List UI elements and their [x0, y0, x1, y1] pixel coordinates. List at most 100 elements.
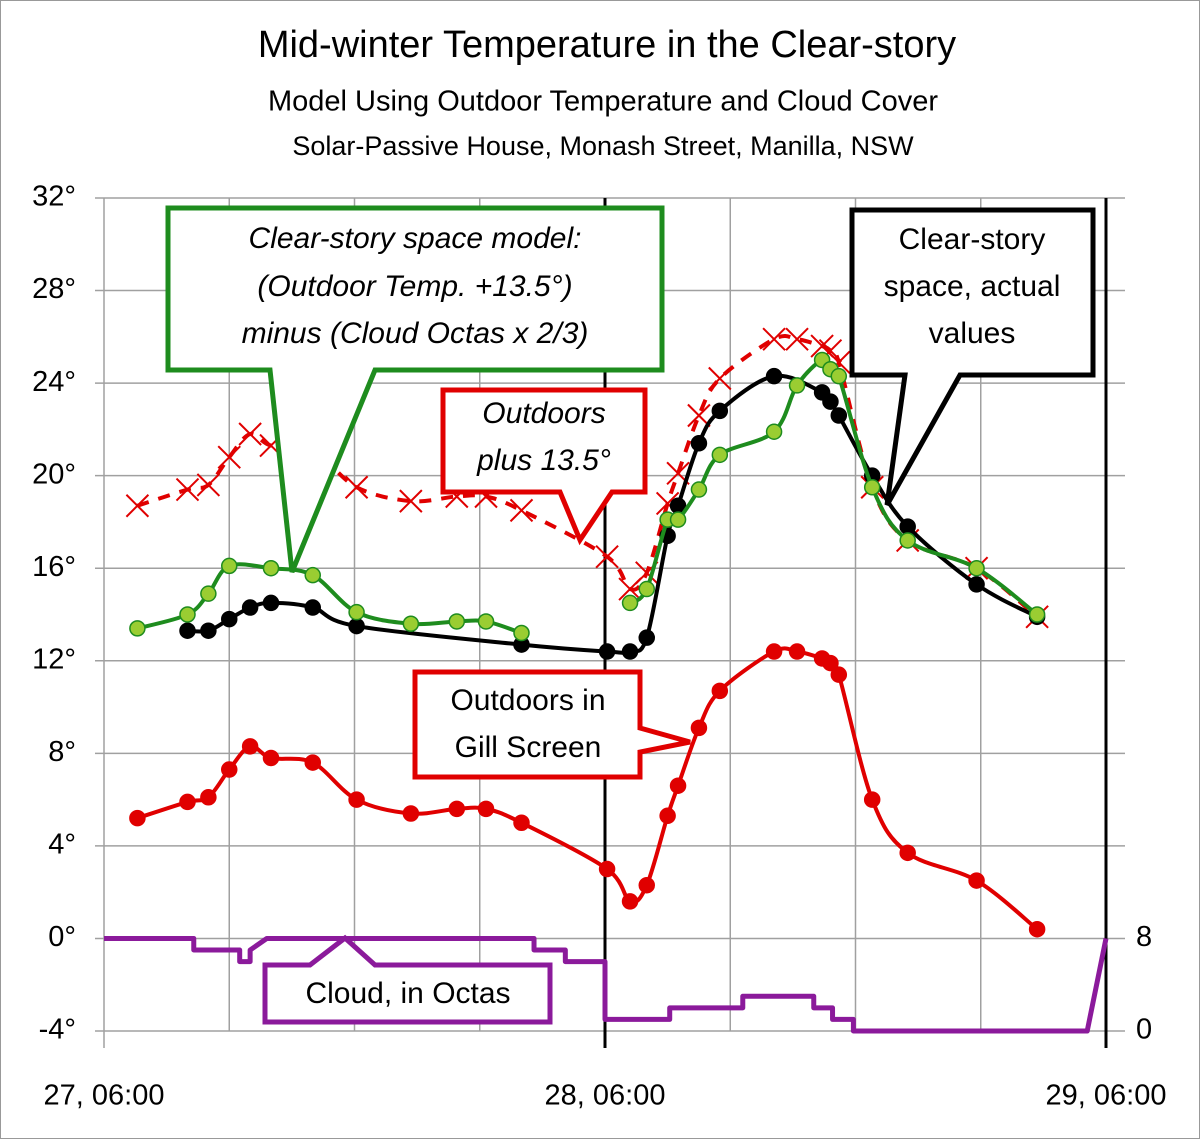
point: [765, 367, 783, 385]
point: [348, 603, 365, 621]
point: [221, 610, 238, 628]
point: [304, 566, 321, 584]
x-marker: [344, 475, 369, 499]
point: [968, 559, 985, 577]
annotation-text: space, actual: [884, 270, 1061, 303]
callout-box: [412, 669, 691, 780]
point: [402, 615, 420, 633]
annotation-text: Cloud, in Octas: [305, 977, 510, 1010]
point: [477, 613, 495, 630]
y-tick-label: 12°: [32, 643, 76, 675]
point: [621, 594, 639, 612]
point: [598, 643, 616, 660]
annotation-text: values: [929, 317, 1016, 350]
point: [690, 435, 708, 452]
callout-box: [849, 207, 1096, 507]
callout-box: [440, 387, 648, 546]
y-tick-label: -4°: [39, 1014, 76, 1046]
annotation-text: plus 13.5°: [476, 444, 611, 477]
x-marker: [708, 366, 732, 391]
callout-box: [165, 205, 665, 573]
y2-tick-label: 8: [1136, 921, 1152, 953]
chart-subtitle: Solar-Passive House, Monash Street, Mani…: [292, 131, 914, 161]
callout-box: [262, 934, 553, 1025]
annotation-text: (Outdoor Temp. +13.5°): [257, 270, 572, 303]
x-marker: [196, 473, 221, 497]
point: [711, 682, 729, 700]
point: [262, 749, 280, 767]
y-tick-label: 20°: [32, 458, 76, 490]
point: [448, 613, 466, 630]
point: [304, 754, 321, 771]
y-tick-label: 8°: [48, 736, 76, 768]
point: [477, 800, 495, 818]
point: [711, 446, 729, 464]
point: [598, 860, 616, 878]
point: [129, 809, 146, 827]
point: [621, 643, 639, 660]
point: [1028, 606, 1046, 623]
x-marker: [509, 498, 534, 523]
x-marker: [217, 445, 241, 469]
point: [765, 423, 783, 440]
point: [968, 576, 985, 593]
point: [690, 719, 708, 737]
point: [221, 557, 238, 575]
series-line: [104, 935, 1109, 1034]
point: [669, 777, 687, 794]
point: [638, 629, 655, 646]
x-marker: [238, 422, 262, 446]
y-tick-label: 24°: [32, 366, 76, 398]
point: [863, 791, 881, 808]
point: [448, 800, 466, 818]
point: [129, 620, 146, 637]
point: [822, 393, 839, 410]
point: [200, 789, 217, 806]
x-marker: [785, 327, 809, 351]
callouts: Clear-story space model: (Outdoor Temp. …: [165, 205, 1096, 1025]
point: [262, 559, 280, 577]
point: [1028, 920, 1046, 938]
y-tick-label: 28°: [32, 273, 76, 305]
x-marker: [595, 544, 619, 569]
point: [899, 532, 916, 549]
point: [262, 594, 280, 612]
chart-subtitle: Model Using Outdoor Temperature and Clou…: [268, 86, 938, 118]
chart-title: Mid-winter Temperature in the Clear-stor…: [258, 24, 956, 66]
y2-tick-label: 0: [1136, 1014, 1152, 1046]
point: [788, 643, 806, 660]
annotation-text: Outdoors: [482, 397, 605, 430]
point: [221, 761, 238, 778]
point: [830, 666, 848, 683]
point: [822, 654, 839, 672]
point: [968, 872, 985, 889]
x-marker: [125, 494, 150, 518]
y-tick-label: 16°: [32, 551, 76, 583]
point: [513, 624, 530, 642]
point: [638, 876, 655, 894]
point: [638, 580, 655, 598]
point: [621, 893, 639, 910]
point: [179, 606, 196, 623]
point: [863, 478, 881, 496]
x-marker: [762, 327, 786, 351]
annotation-text: minus (Cloud Octas x 2/3): [242, 317, 589, 350]
x-marker: [399, 489, 423, 513]
point: [690, 481, 708, 498]
point: [179, 793, 196, 811]
annotation-text: Clear-story space model:: [249, 222, 582, 255]
point: [304, 599, 321, 616]
x-tick-label: 29, 06:00: [1046, 1080, 1167, 1112]
point: [659, 807, 676, 825]
x-marker: [687, 403, 711, 428]
y-tick-label: 4°: [48, 829, 76, 861]
y-tick-label: 32°: [32, 181, 76, 213]
point: [899, 518, 916, 535]
y-tick-label: 0°: [48, 921, 76, 953]
point: [765, 643, 783, 660]
point: [788, 377, 806, 394]
x-marker: [175, 477, 200, 502]
point: [200, 585, 217, 602]
